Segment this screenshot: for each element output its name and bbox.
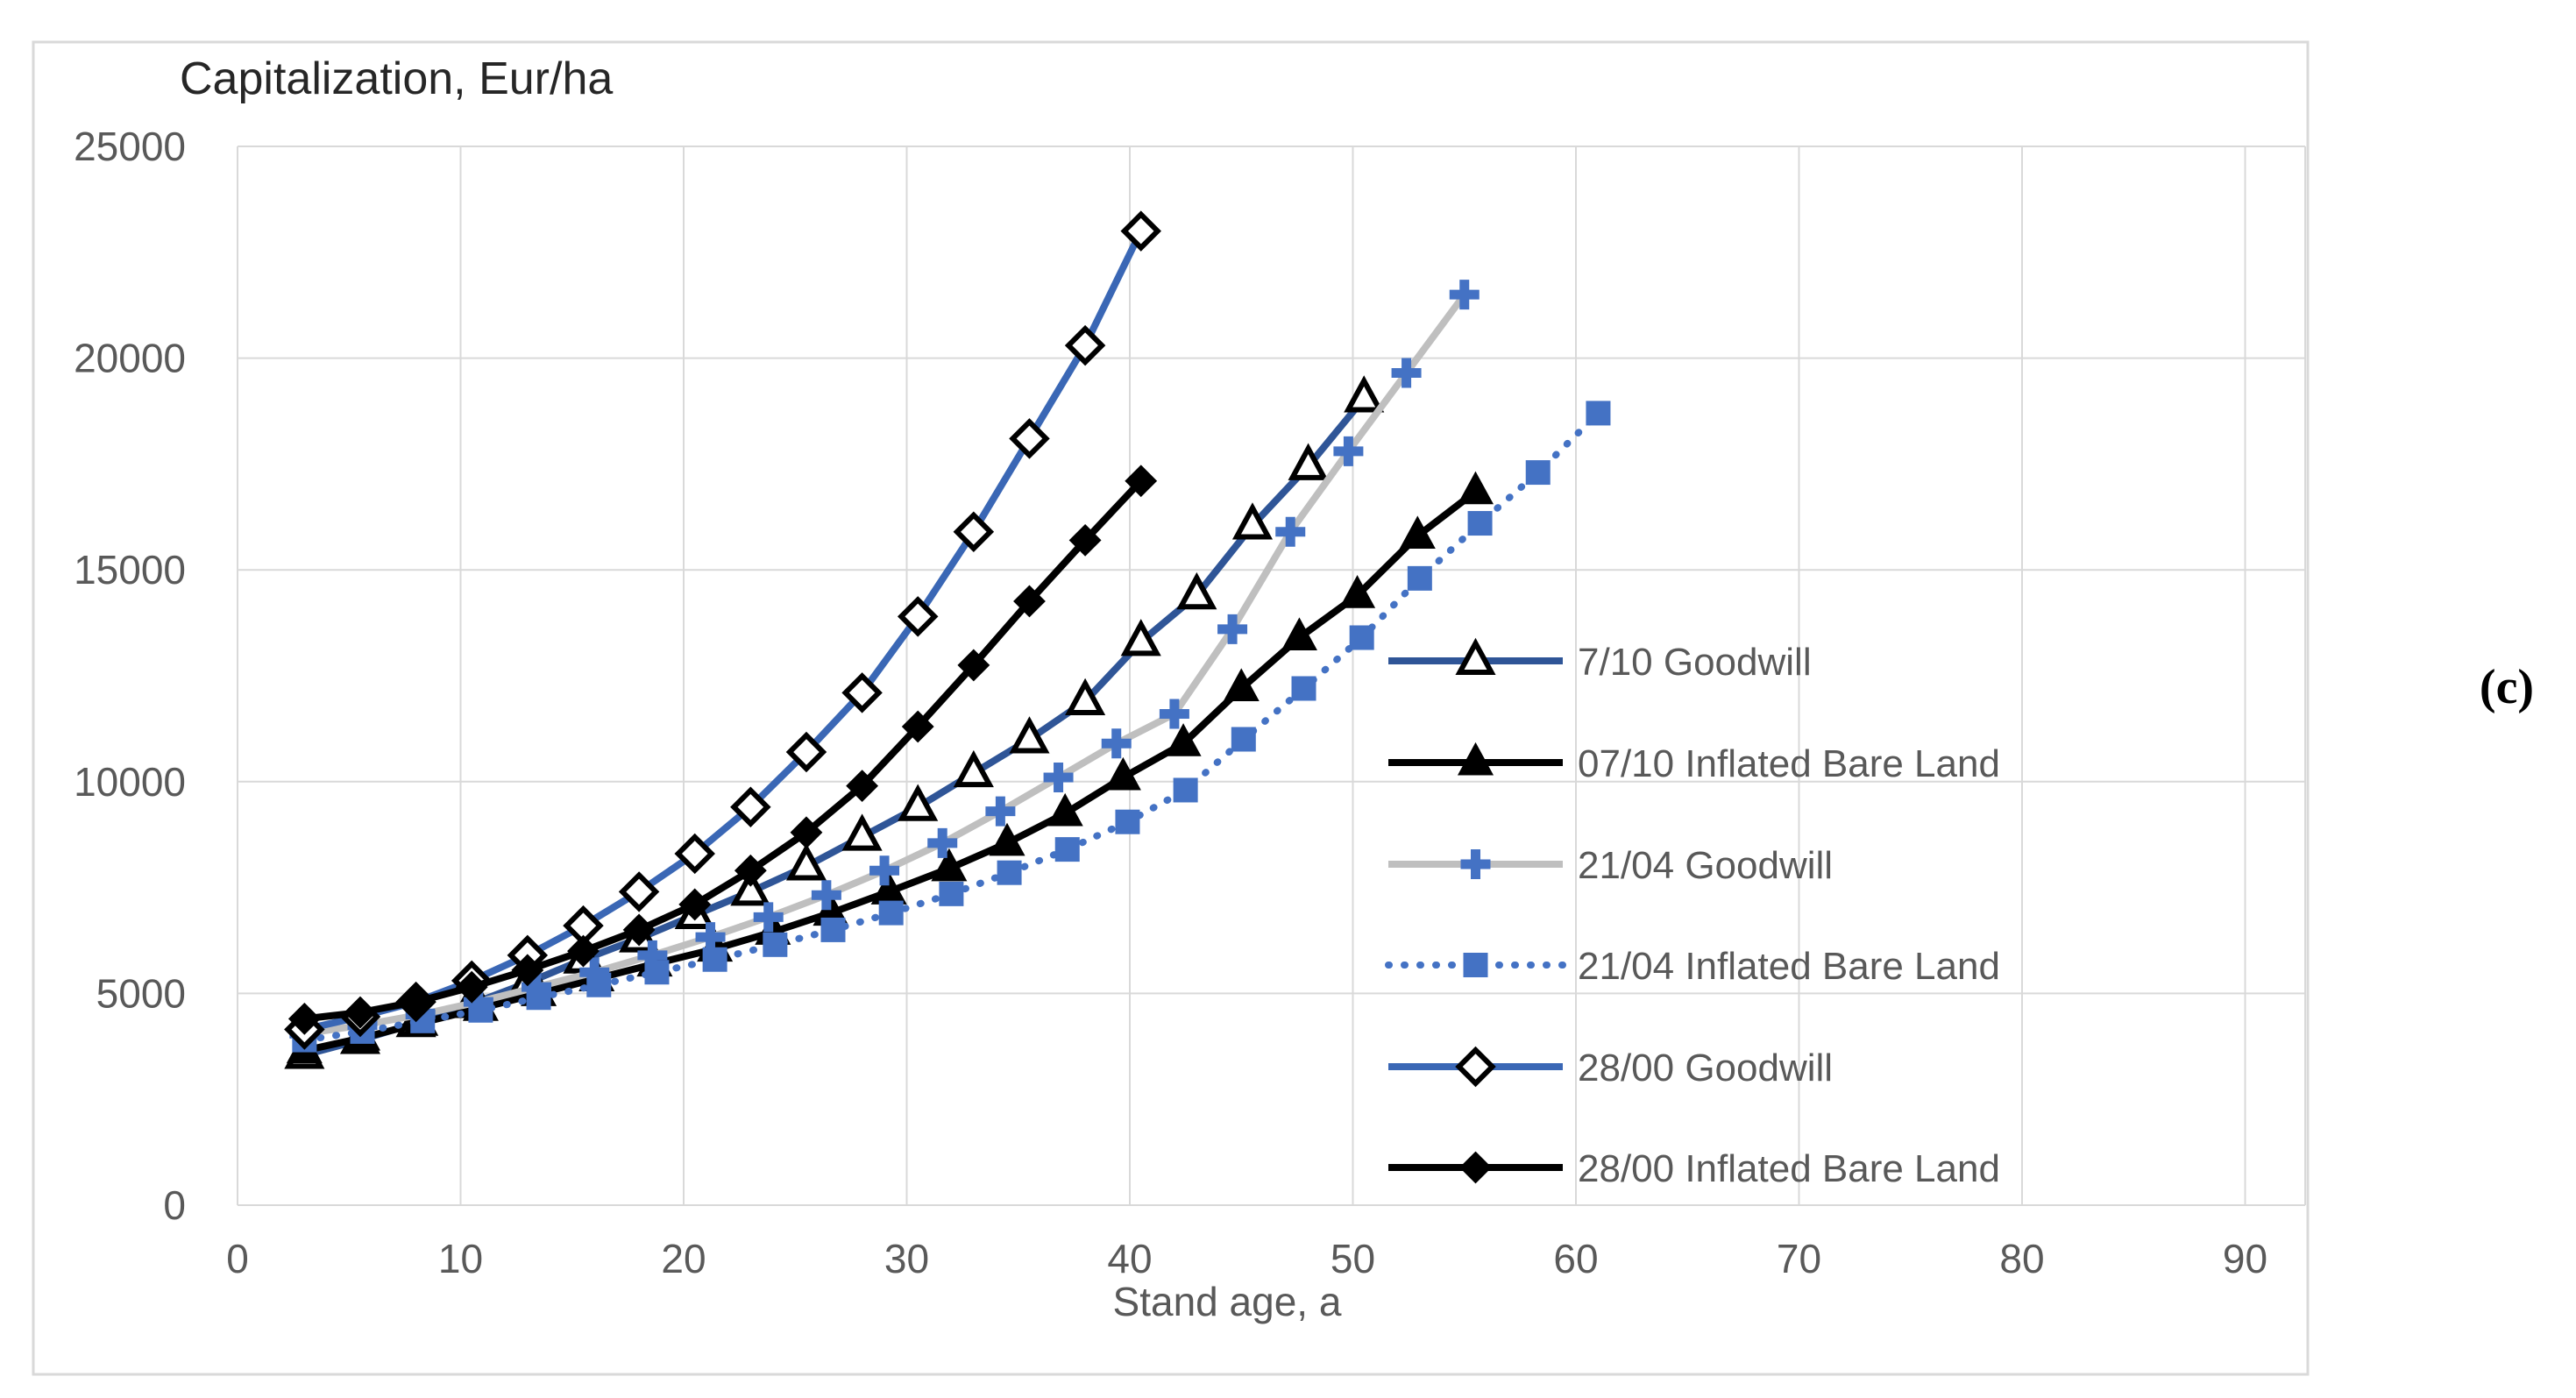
panel-label-c: (c) bbox=[2479, 660, 2535, 714]
x-tick-label-50: 50 bbox=[1331, 1236, 1375, 1281]
legend-item-07-10-inflated-bare-land: 07/10 Inflated Bare Land bbox=[1388, 742, 2000, 785]
legend-item-21-04-inflated-bare-land: 21/04 Inflated Bare Land bbox=[1385, 945, 2000, 988]
y-tick-label-10000: 10000 bbox=[74, 759, 186, 805]
legend-label-21-04-goodwill: 21/04 Goodwill bbox=[1578, 844, 1833, 887]
y-tick-label-15000: 15000 bbox=[74, 547, 186, 593]
y-tick-label-5000: 5000 bbox=[96, 970, 186, 1016]
x-tick-label-20: 20 bbox=[661, 1236, 706, 1281]
legend-label-28-00-goodwill: 28/00 Goodwill bbox=[1578, 1047, 1833, 1089]
chart-title: Capitalization, Eur/ha bbox=[180, 53, 614, 104]
y-tick-label-20000: 20000 bbox=[74, 336, 186, 381]
x-tick-label-10: 10 bbox=[438, 1236, 483, 1281]
legend: 7/10 Goodwill 07/10 Inflated Bare Land 21/… bbox=[1385, 637, 2000, 1190]
gridlines bbox=[237, 145, 2306, 1206]
x-tick-label-30: 30 bbox=[884, 1236, 929, 1281]
legend-label-28-00-inflated-bare-land: 28/00 Inflated Bare Land bbox=[1578, 1147, 2000, 1190]
legend-item-28-00-inflated-bare-land: 28/00 Inflated Bare Land bbox=[1388, 1147, 2000, 1190]
legend-item-28-00-goodwill: 28/00 Goodwill bbox=[1388, 1046, 1833, 1089]
series-line-28-00-inflated-bare-land bbox=[303, 478, 1144, 1023]
legend-item-7-10-goodwill: 7/10 Goodwill bbox=[1388, 637, 1812, 684]
y-tick-label-25000: 25000 bbox=[74, 124, 186, 169]
x-tick-label-80: 80 bbox=[1999, 1236, 2044, 1281]
series-28-00-inflated-bare-land bbox=[287, 465, 1158, 1035]
x-tick-label-90: 90 bbox=[2223, 1236, 2267, 1281]
x-tick-label-60: 60 bbox=[1553, 1236, 1598, 1281]
legend-label-7-10-goodwill: 7/10 Goodwill bbox=[1578, 641, 1812, 684]
legend-item-21-04-goodwill: 21/04 Goodwill bbox=[1388, 844, 1833, 887]
legend-label-07-10-inflated-bare-land: 07/10 Inflated Bare Land bbox=[1578, 742, 2000, 785]
legend-label-21-04-inflated-bare-land: 21/04 Inflated Bare Land bbox=[1578, 945, 2000, 988]
x-tick-label-70: 70 bbox=[1777, 1236, 1821, 1281]
series-markers-28-00-inflated-bare-land bbox=[287, 465, 1158, 1035]
x-tick-label-40: 40 bbox=[1107, 1236, 1152, 1281]
x-axis-title: Stand age, a bbox=[1112, 1279, 1342, 1324]
y-tick-label-0: 0 bbox=[163, 1182, 186, 1228]
x-tick-label-0: 0 bbox=[226, 1236, 249, 1281]
tick-labels: 0 10 20 30 40 50 60 70 80 90 0 5000 10000 15000 20000 2… bbox=[74, 124, 2267, 1281]
